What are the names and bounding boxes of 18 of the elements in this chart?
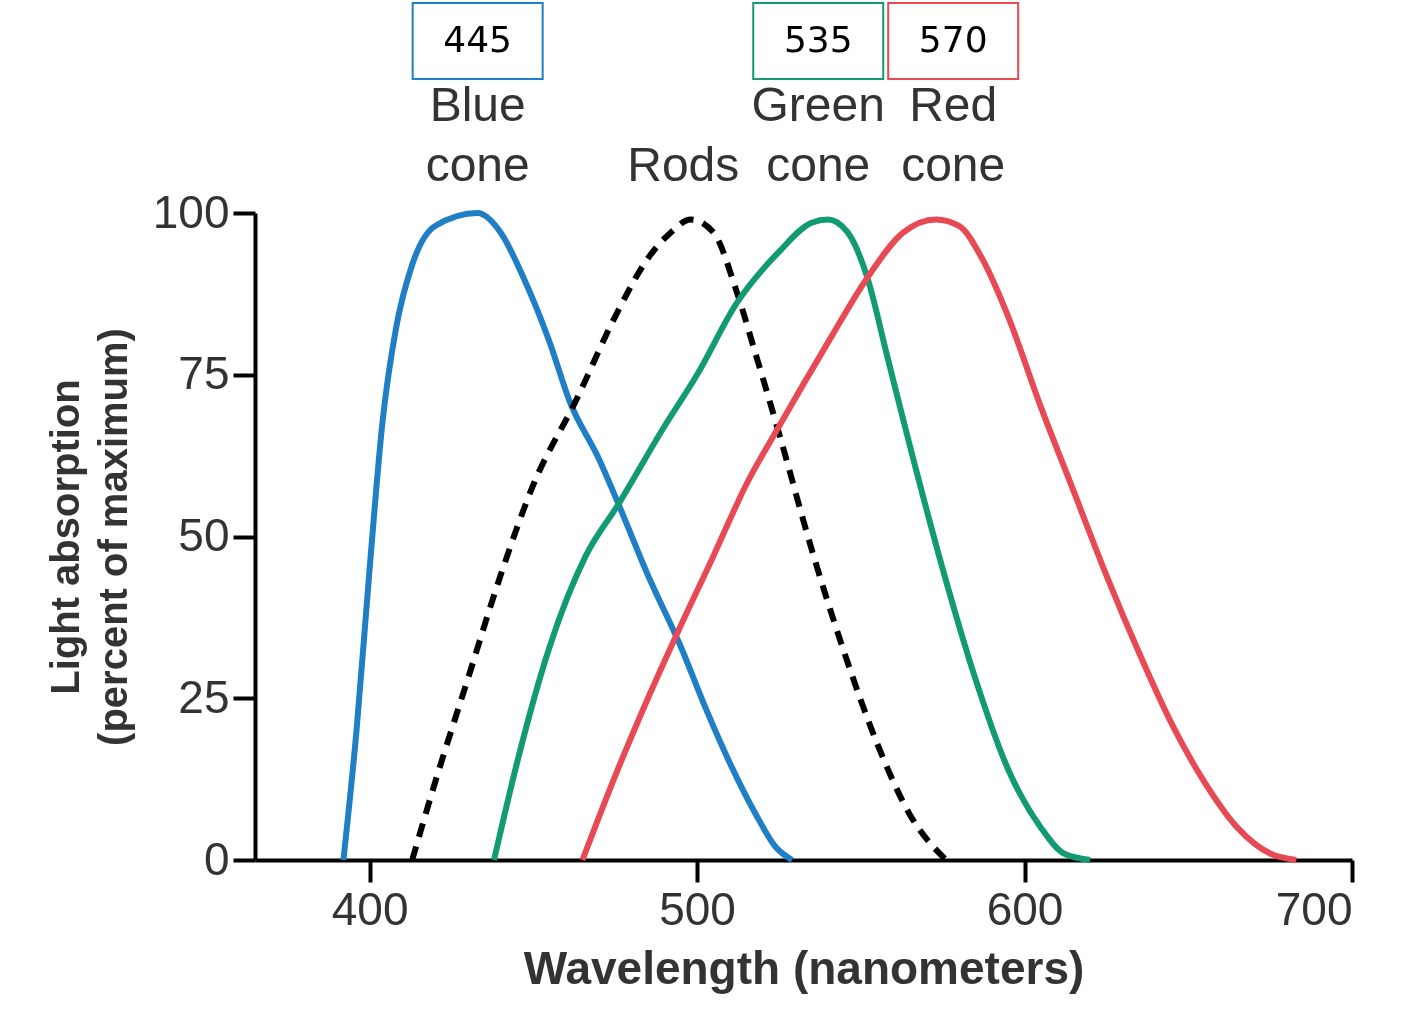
legend-label: Blue cone	[425, 78, 530, 191]
legend-label: Red cone	[901, 78, 1006, 191]
text: 535	[783, 19, 853, 60]
legend-label: Green cone	[751, 78, 885, 191]
x-tick-label: 700	[1275, 882, 1353, 935]
y-axis-title: Light absorption (percent of maximum)	[42, 328, 135, 746]
text: 445	[443, 19, 513, 60]
x-tick-label: 400	[331, 882, 409, 935]
y-tick-label: 75	[178, 347, 230, 400]
series-label: Rods	[627, 138, 740, 191]
x-axis-title: Wavelength (nanometers)	[523, 941, 1085, 994]
y-tick-label: 25	[178, 670, 230, 723]
x-tick-label: 600	[986, 882, 1064, 935]
y-tick-label: 0	[203, 832, 230, 885]
x-tick-label: 500	[659, 882, 736, 935]
y-tick-label: 50	[178, 509, 230, 561]
text: 570	[918, 19, 988, 60]
y-tick-label: 100	[152, 185, 230, 238]
